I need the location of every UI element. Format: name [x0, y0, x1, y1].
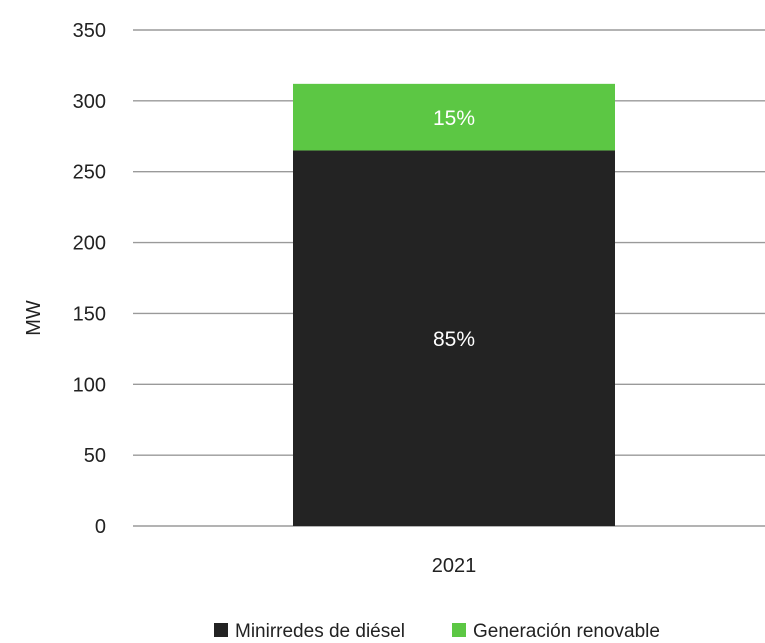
y-tick-label: 350 [73, 20, 106, 42]
x-tick-label: 2021 [432, 555, 477, 577]
y-tick-label: 150 [73, 303, 106, 325]
legend-swatch [214, 623, 228, 637]
y-tick-label: 0 [95, 516, 106, 538]
bar-segment-diesel [293, 150, 615, 526]
data-label: 85% [433, 328, 475, 351]
legend-label: Minirredes de diésel [235, 621, 405, 642]
legend-swatch [452, 623, 466, 637]
legend-label: Generación renovable [473, 621, 660, 642]
legend: Minirredes de diésel Generación renovable [214, 621, 660, 642]
data-label: 15% [433, 107, 475, 130]
y-tick-label: 100 [73, 374, 106, 396]
y-axis-title: MW [23, 300, 45, 336]
y-tick-label: 300 [73, 91, 106, 113]
x-axis-ticks: 2021 [432, 555, 477, 577]
y-axis-ticks: 0 50 100 150 200 250 300 350 [73, 20, 106, 538]
bars: 85% 15% [293, 83, 615, 526]
bar-segment-renewable [293, 83, 615, 151]
y-tick-label: 250 [73, 162, 106, 184]
y-tick-label: 200 [73, 233, 106, 255]
y-tick-label: 50 [84, 445, 106, 467]
